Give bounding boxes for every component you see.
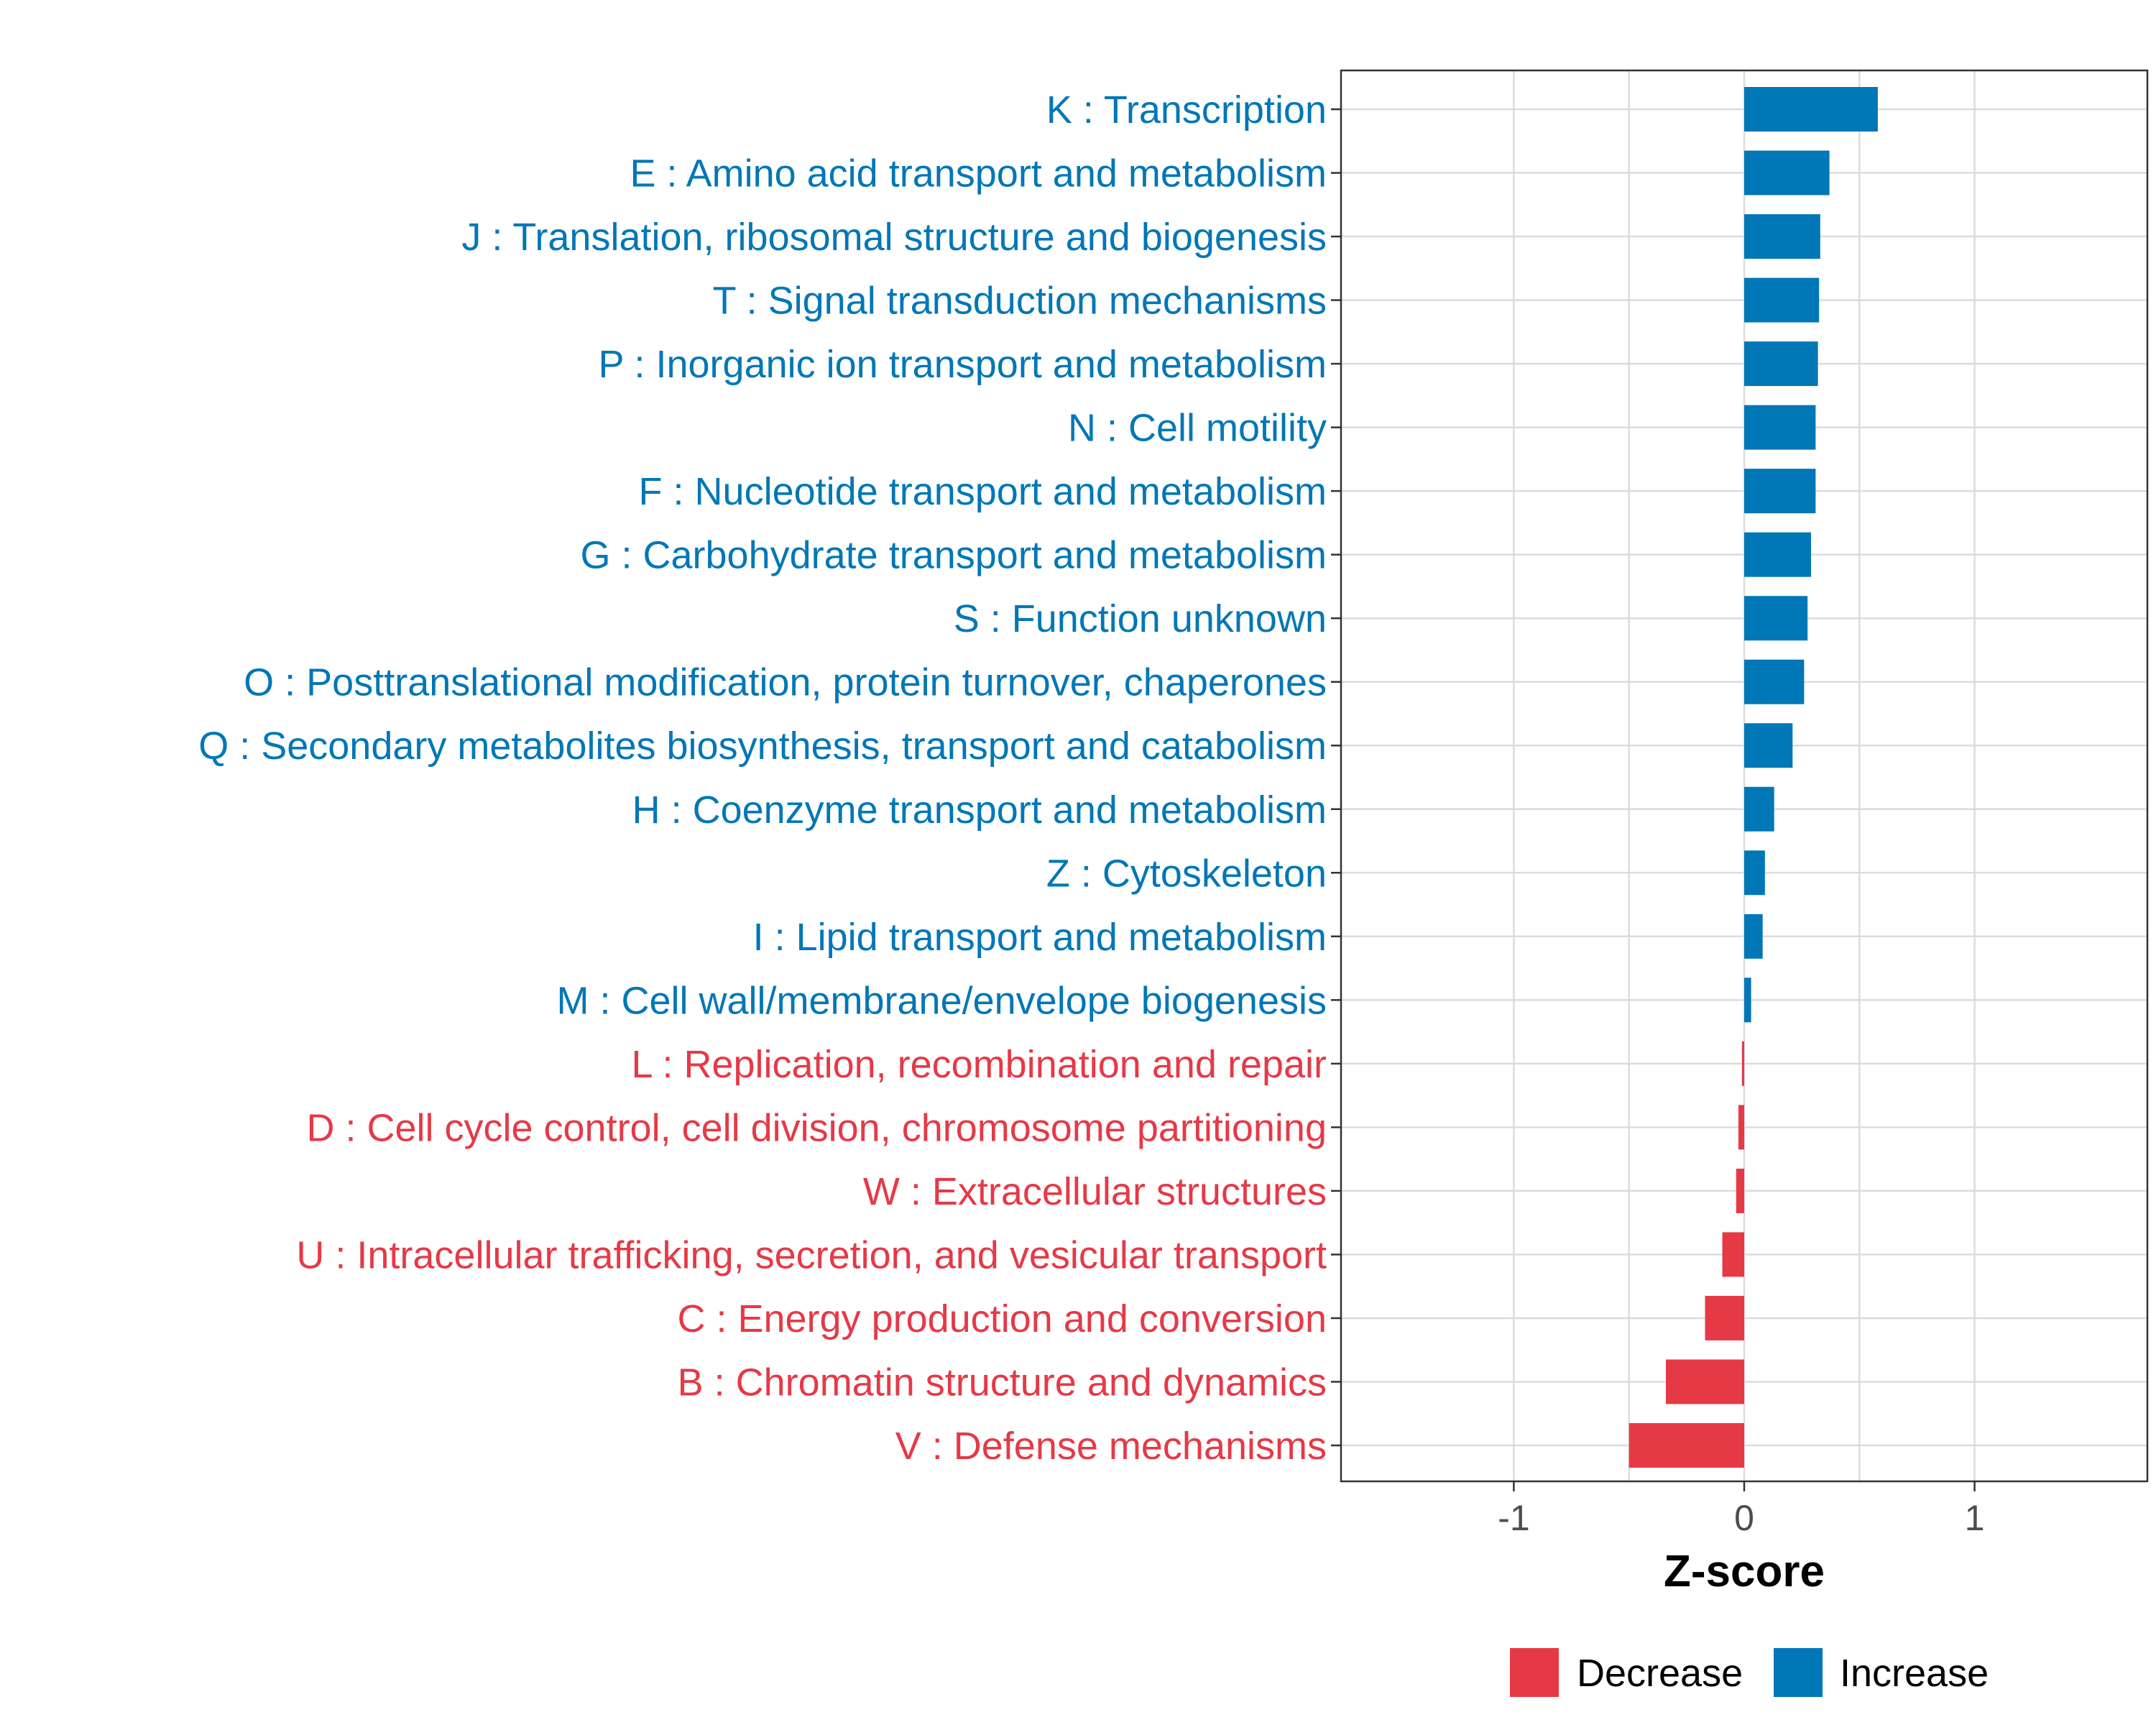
category-label: H : Coenzyme transport and metabolism — [632, 788, 1327, 832]
bar — [1744, 469, 1816, 514]
bar — [1744, 978, 1751, 1023]
category-label: I : Lipid transport and metabolism — [753, 916, 1327, 959]
category-label: V : Defense mechanisms — [895, 1425, 1327, 1468]
x-tick-label: 0 — [1734, 1498, 1754, 1538]
bar — [1666, 1359, 1744, 1404]
category-label: U : Intracellular trafficking, secretion… — [296, 1233, 1327, 1276]
category-label: O : Posttranslational modification, prot… — [244, 661, 1327, 704]
legend: Decrease Increase — [1510, 1648, 1989, 1697]
category-label: K : Transcription — [1046, 88, 1327, 132]
bar — [1744, 914, 1763, 959]
bar — [1744, 850, 1765, 896]
category-label: J : Translation, ribosomal structure and… — [461, 216, 1327, 259]
legend-swatch — [1774, 1648, 1823, 1697]
bar — [1744, 277, 1820, 323]
bar — [1744, 214, 1820, 259]
legend-swatch — [1510, 1648, 1559, 1697]
category-label: Z : Cytoskeleton — [1046, 852, 1327, 895]
bar — [1705, 1295, 1744, 1340]
category-label: B : Chromatin structure and dynamics — [678, 1361, 1327, 1404]
bar — [1744, 532, 1811, 577]
bar — [1744, 786, 1774, 832]
category-label: P : Inorganic ion transport and metaboli… — [598, 343, 1327, 386]
category-label: Q : Secondary metabolites biosynthesis, … — [198, 724, 1327, 768]
category-label: D : Cell cycle control, cell division, c… — [306, 1106, 1327, 1149]
bar — [1736, 1168, 1744, 1213]
x-axis-title: Z-score — [1664, 1547, 1825, 1596]
x-tick-label: -1 — [1498, 1498, 1529, 1538]
bar — [1744, 87, 1878, 132]
bar — [1744, 596, 1808, 641]
category-label: F : Nucleotide transport and metabolism — [639, 470, 1327, 513]
category-label: E : Amino acid transport and metabolism — [630, 152, 1327, 196]
bar — [1738, 1105, 1744, 1150]
category-label: N : Cell motility — [1068, 407, 1327, 450]
category-label: T : Signal transduction mechanisms — [713, 280, 1327, 323]
bar — [1744, 405, 1816, 450]
legend-label: Increase — [1840, 1652, 1989, 1695]
category-label: W : Extracellular structures — [863, 1170, 1327, 1213]
category-label: S : Function unknown — [954, 597, 1327, 640]
category-label: G : Carbohydrate transport and metabolis… — [581, 534, 1327, 577]
bar — [1722, 1232, 1744, 1277]
bar — [1744, 341, 1818, 387]
bar — [1741, 1041, 1744, 1086]
x-tick-label: 1 — [1965, 1498, 1985, 1538]
bar — [1744, 659, 1805, 704]
category-label: L : Replication, recombination and repai… — [631, 1043, 1327, 1086]
category-labels: K : Transcription E : Amino acid transpor… — [198, 88, 1341, 1468]
x-axis-ticks: -1 0 1 — [1498, 1481, 1984, 1538]
category-label: M : Cell wall/membrane/envelope biogenes… — [556, 979, 1327, 1022]
bar — [1744, 150, 1830, 196]
bars — [1628, 87, 1878, 1468]
bar — [1744, 723, 1793, 768]
category-label: C : Energy production and conversion — [677, 1297, 1327, 1340]
legend-label: Decrease — [1577, 1652, 1743, 1695]
bar — [1628, 1423, 1744, 1468]
